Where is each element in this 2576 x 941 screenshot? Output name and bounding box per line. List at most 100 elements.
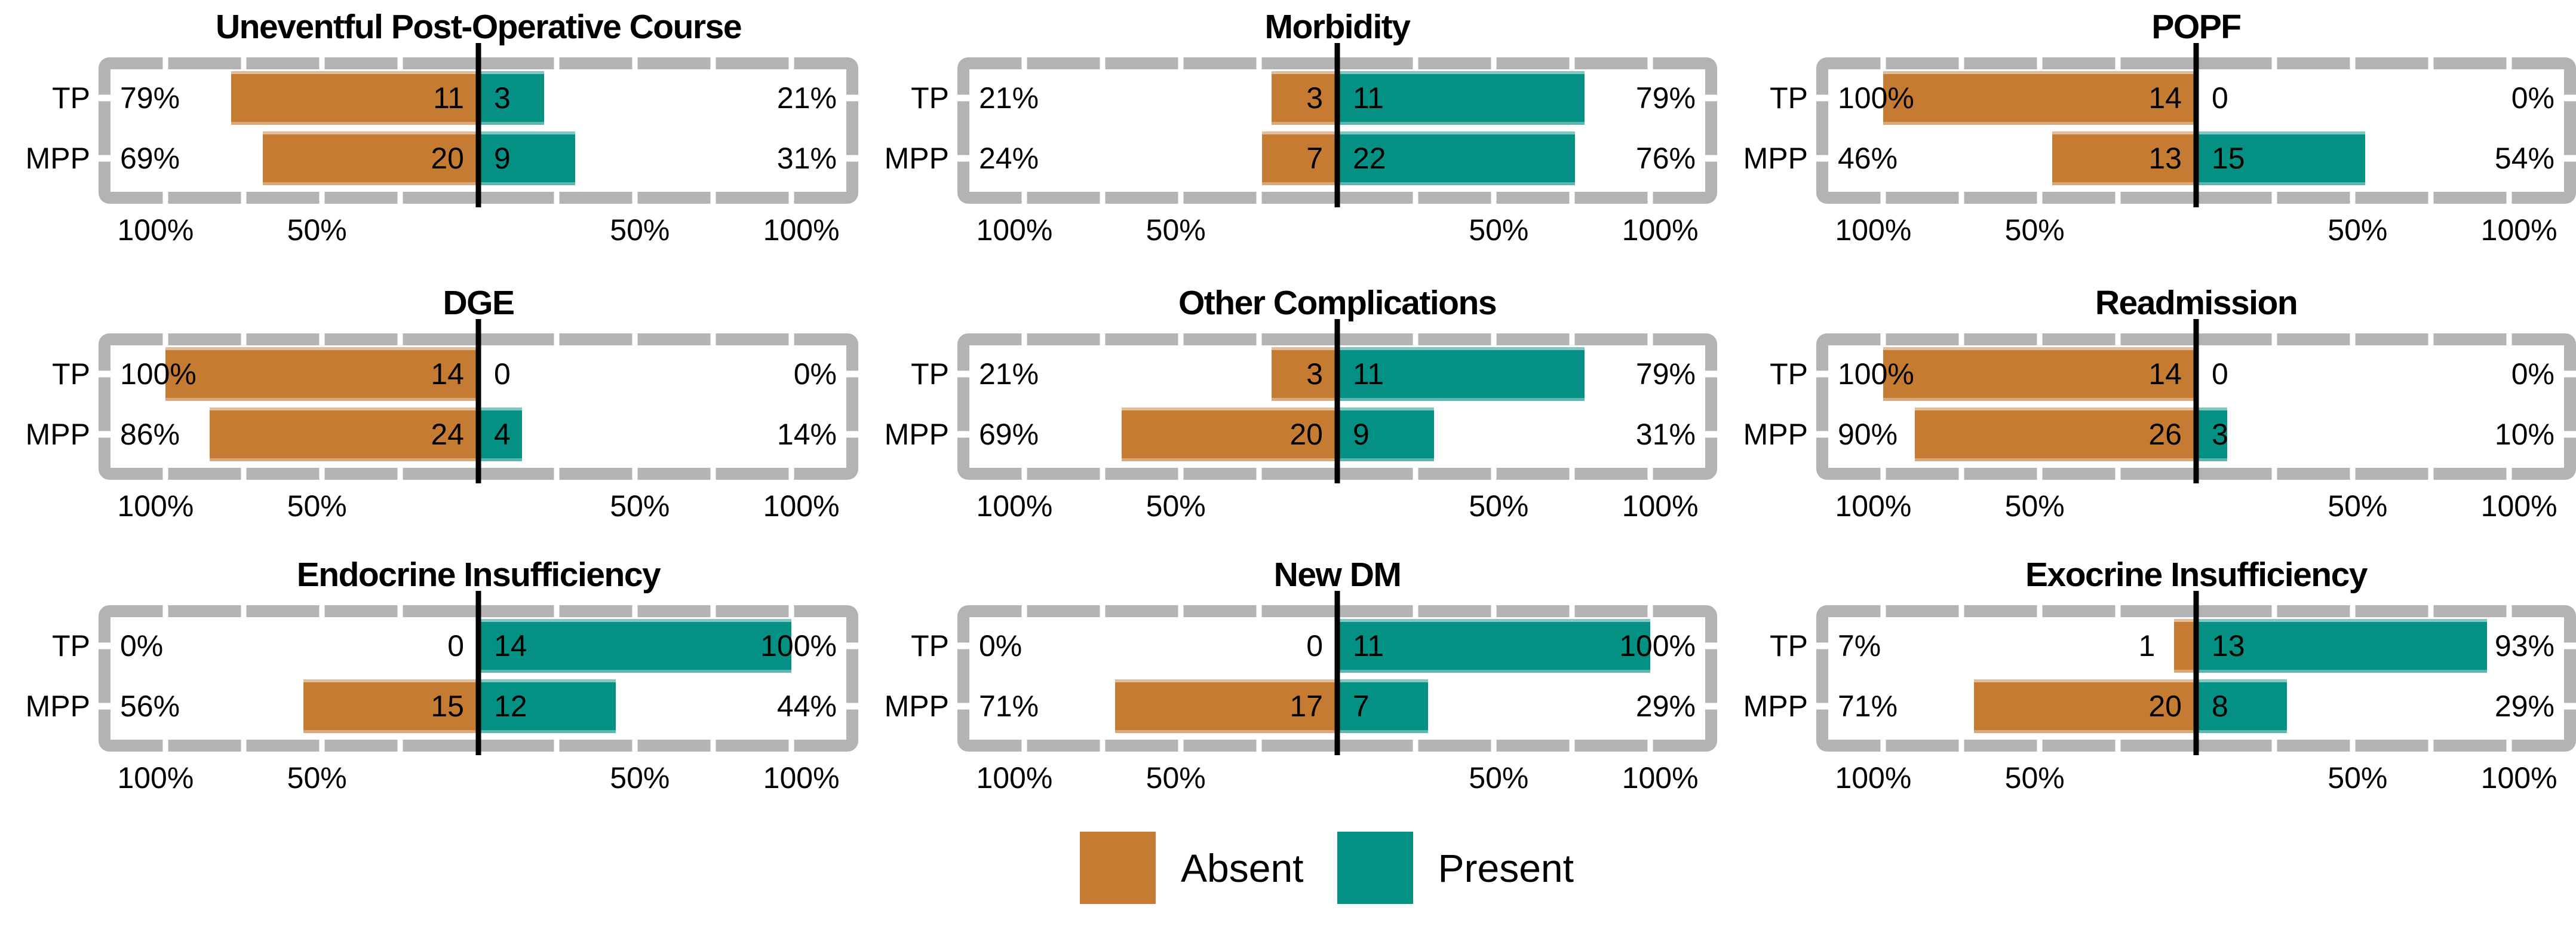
row-label-tp: TP — [1770, 629, 1808, 663]
axis-tick — [1705, 642, 1717, 649]
zero-line — [2193, 319, 2199, 483]
axis-tick — [1647, 192, 1653, 204]
axis-tick — [846, 431, 858, 438]
chart-title: Morbidity — [1264, 8, 1411, 46]
row-label-mpp: MPP — [884, 417, 949, 451]
row-label-mpp: MPP — [884, 689, 949, 723]
axis-tick — [710, 333, 716, 345]
axis-tick — [2428, 605, 2434, 617]
axis-tick — [1647, 605, 1653, 617]
row-label-mpp: MPP — [25, 141, 90, 175]
bar-present — [478, 71, 544, 125]
axis-tick — [99, 370, 110, 378]
axis-tick — [1178, 740, 1184, 752]
axis-tick — [1880, 333, 1886, 345]
zero-line — [475, 591, 481, 755]
axis-tick — [1100, 605, 1106, 617]
axis-tick — [1021, 740, 1027, 752]
chart-panel: 100% 0% 14 0 90% 10% 26 3 — [1816, 319, 2576, 483]
axis-tick-label: 100% — [1622, 489, 1699, 523]
row-label-mpp: MPP — [1743, 417, 1808, 451]
legend: Absent Present — [39, 832, 2576, 904]
axis-tick — [1816, 94, 1828, 102]
percent-absent-label: 69% — [979, 417, 1039, 451]
axis-tick — [2428, 740, 2434, 752]
axis-tick — [319, 740, 325, 752]
axis-tick-label: 100% — [2480, 489, 2557, 523]
zero-line — [1334, 591, 1340, 755]
plot-area: 0% 100% 0 14 56% 44% 15 12 — [99, 591, 858, 755]
count-present-label: 0 — [494, 357, 511, 391]
axis-tick — [241, 740, 247, 752]
axis-tick — [1705, 155, 1717, 162]
axis-tick — [1491, 468, 1497, 480]
axis-tick — [1413, 740, 1419, 752]
percent-absent-label: 21% — [979, 81, 1039, 115]
count-present-label: 8 — [2212, 689, 2228, 723]
percent-absent-label: 7% — [1838, 629, 1881, 663]
axis-tick — [1021, 468, 1027, 480]
axis-tick — [397, 605, 403, 617]
bar-absent — [2174, 619, 2196, 673]
axis-tick-label: 50% — [1469, 489, 1529, 523]
axis-tick-label: 50% — [610, 213, 670, 247]
axis-tick — [2037, 57, 2043, 69]
axis-tick-label: 50% — [2004, 213, 2065, 247]
axis-tick — [1816, 703, 1828, 710]
axis-labels: 100% 50% 50% 100% — [957, 215, 1717, 251]
axis-tick — [554, 605, 560, 617]
axis-tick — [2115, 605, 2121, 617]
axis-tick-label: 100% — [2480, 213, 2557, 247]
count-present-label: 15 — [2212, 141, 2245, 175]
percent-absent-label: 90% — [1838, 417, 1898, 451]
axis-tick — [710, 468, 716, 480]
axis-tick — [788, 333, 794, 345]
chart-title: Other Complications — [1178, 284, 1497, 322]
chart-6: Readmission 100% 0% 14 0 90% 10% 26 3 TP MPP 100% 50… — [1733, 281, 2576, 557]
bar-present — [2196, 619, 2487, 673]
axis-tick — [1569, 605, 1575, 617]
bar-absent — [1883, 71, 2196, 125]
axis-tick-label: 50% — [610, 489, 670, 523]
zero-line — [475, 319, 481, 483]
axis-tick-label: 50% — [1146, 489, 1206, 523]
legend-item-absent: Absent — [1080, 832, 1304, 904]
axis-tick — [632, 468, 638, 480]
legend-swatch-present — [1337, 832, 1413, 904]
percent-present-label: 31% — [1635, 417, 1696, 451]
axis-tick — [99, 431, 110, 438]
axis-tick — [1880, 468, 1886, 480]
axis-tick — [2350, 740, 2356, 752]
axis-tick — [1413, 333, 1419, 345]
axis-tick — [1705, 370, 1717, 378]
axis-labels: 100% 50% 50% 100% — [99, 215, 858, 251]
axis-tick — [241, 333, 247, 345]
axis-tick-label: 50% — [287, 761, 347, 795]
axis-tick-label: 100% — [2480, 761, 2557, 795]
axis-tick — [1256, 57, 1262, 69]
axis-tick — [2115, 740, 2121, 752]
count-present-label: 11 — [1353, 629, 1384, 663]
axis-tick — [2115, 333, 2121, 345]
chart-panel: 7% 93% 1 13 71% 29% 20 8 — [1816, 591, 2576, 755]
legend-label-absent: Absent — [1181, 845, 1304, 890]
plot-area: 0% 100% 0 11 71% 29% 17 7 — [957, 591, 1717, 755]
axis-tick — [1491, 57, 1497, 69]
percent-present-label: 100% — [1619, 629, 1696, 663]
axis-tick — [846, 155, 858, 162]
axis-tick — [632, 57, 638, 69]
axis-tick — [2350, 605, 2356, 617]
axis-labels: 100% 50% 50% 100% — [1816, 215, 2576, 251]
axis-tick — [554, 192, 560, 204]
axis-tick — [1413, 605, 1419, 617]
axis-tick — [846, 703, 858, 710]
percent-absent-label: 100% — [1838, 81, 1914, 115]
axis-tick — [1880, 57, 1886, 69]
axis-tick — [554, 57, 560, 69]
count-absent-label: 14 — [431, 357, 464, 391]
row-label-tp: TP — [52, 357, 90, 391]
percent-present-label: 0% — [793, 357, 837, 391]
chart-5: Other Complications 21% 79% 3 11 69% 31% 20 9 TP M… — [874, 281, 1717, 557]
chart-panel: 21% 79% 3 11 24% 76% 7 22 — [957, 43, 1717, 207]
legend-label-present: Present — [1438, 845, 1574, 890]
